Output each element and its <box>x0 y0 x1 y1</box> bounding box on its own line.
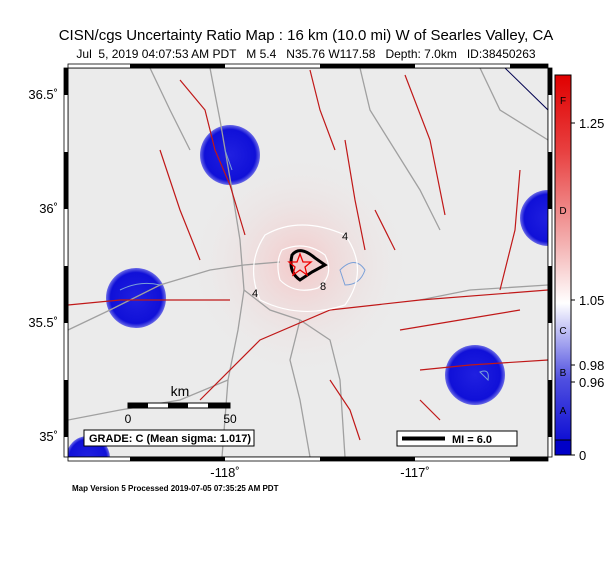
frame-tick <box>64 380 68 437</box>
contour <box>277 245 330 291</box>
map-area: 4 4 8 <box>68 68 548 457</box>
lake <box>479 370 489 382</box>
scale-label: 0 <box>125 412 132 426</box>
epicenter <box>287 252 313 277</box>
fault <box>179 79 246 236</box>
fault <box>199 289 548 401</box>
lat-label: 36.5˚ <box>28 87 58 102</box>
station-low <box>106 268 166 328</box>
scale-unit: km <box>171 383 190 399</box>
frame-tick <box>64 152 68 209</box>
grade: GRADE: C (Mean sigma: 1.017) <box>89 433 251 445</box>
faults <box>68 69 548 441</box>
uncertainty-glow <box>190 155 410 375</box>
colorbar-tick-label: 1.05 <box>579 293 604 308</box>
fault <box>399 309 521 331</box>
fault <box>404 74 446 216</box>
frame-tick <box>64 68 68 95</box>
subtitle: Jul 5, 2019 04:07:53 AM PDT M 5.4 N35.76… <box>76 47 535 61</box>
fault <box>499 169 521 291</box>
road <box>243 289 346 457</box>
fault <box>344 139 366 251</box>
title: CISN/cgs Uncertainty Ratio Map : 16 km (… <box>59 27 554 44</box>
frame-tick <box>510 457 548 461</box>
lon-label: -117˚ <box>400 465 429 480</box>
frame-tick <box>130 457 225 461</box>
lat-label: 35.5˚ <box>28 315 58 330</box>
scale-label: 50 <box>223 412 237 426</box>
colorbar-body <box>554 74 572 456</box>
contour-label: 8 <box>320 281 326 293</box>
station-low <box>520 190 548 246</box>
fault <box>419 359 548 371</box>
colorbar-tick-label: 0.96 <box>579 375 604 390</box>
colorbar-tick-label: 1.25 <box>579 116 604 131</box>
scale-bar-segment <box>208 403 230 408</box>
water <box>119 149 489 382</box>
footer: Map Version 5 Processed 2019-07-05 07:35… <box>72 484 279 493</box>
boundary <box>504 68 548 111</box>
road <box>419 284 548 301</box>
contour <box>252 224 358 312</box>
river <box>224 149 233 171</box>
river <box>119 282 161 291</box>
colorbar: F D C B A 1.25 1.05 0.98 0.96 0 <box>554 74 604 463</box>
grade-letter: C <box>559 326 566 337</box>
frame-tick <box>548 152 552 209</box>
fault <box>374 209 396 251</box>
scale-bar-segment <box>128 403 148 408</box>
frame-tick <box>130 64 225 68</box>
road <box>149 68 191 151</box>
frame-tick <box>548 68 552 95</box>
scale-bar: km 0 50 <box>125 383 237 426</box>
legend: MI = 6.0 <box>452 434 492 446</box>
fault <box>159 149 201 261</box>
roads <box>68 68 548 457</box>
rupture <box>289 249 328 282</box>
frame-tick <box>64 266 68 323</box>
station-low <box>445 345 505 405</box>
road <box>289 319 311 457</box>
contours <box>252 224 358 312</box>
frame-tick <box>320 457 415 461</box>
contour-label: 4 <box>342 231 348 243</box>
frame-tick <box>548 266 552 323</box>
station-low <box>200 125 260 185</box>
frame-tick <box>320 64 415 68</box>
colorbar-tick-label: 0 <box>579 448 586 463</box>
lat-label: 35˚ <box>39 429 58 444</box>
frame-tick <box>548 380 552 437</box>
contour-label: 4 <box>252 288 258 300</box>
grade-letter: D <box>559 206 566 217</box>
fault <box>309 69 336 151</box>
map-frame <box>63 63 553 462</box>
colorbar-end <box>554 439 572 456</box>
legend-box <box>396 430 518 447</box>
lon-label: -118˚ <box>210 465 239 480</box>
road <box>359 68 441 231</box>
grade-box <box>83 429 255 447</box>
fault <box>68 299 230 306</box>
frame-tick <box>510 64 548 68</box>
colorbar-labels: F D C B A 1.25 1.05 0.98 0.96 0 <box>559 96 604 463</box>
frame-ticks <box>64 64 552 461</box>
road <box>68 261 281 331</box>
road <box>479 68 548 141</box>
grade-letter: B <box>560 368 567 379</box>
scale-bar-segment <box>168 403 188 408</box>
lake <box>339 262 366 286</box>
fault <box>419 399 441 421</box>
lat-label: 36˚ <box>39 201 58 216</box>
fault <box>329 379 361 441</box>
grade-letter: A <box>560 406 567 417</box>
grade-letter: F <box>560 96 566 107</box>
colorbar-tick-label: 0.98 <box>579 358 604 373</box>
